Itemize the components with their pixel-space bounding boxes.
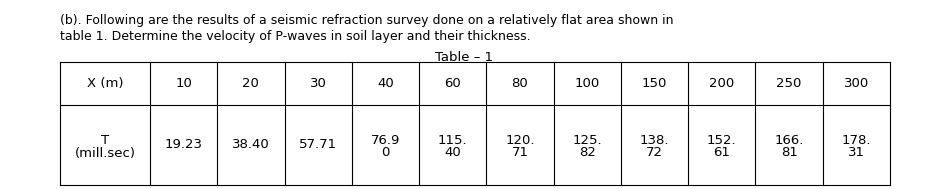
Text: 82: 82 <box>578 146 595 160</box>
Text: 200: 200 <box>708 77 733 90</box>
Text: 150: 150 <box>641 77 667 90</box>
Text: 138.: 138. <box>639 135 668 147</box>
Text: 71: 71 <box>511 146 528 160</box>
Text: 60: 60 <box>444 77 461 90</box>
Text: 76.9: 76.9 <box>371 135 400 147</box>
Text: Table – 1: Table – 1 <box>435 51 492 64</box>
Text: 72: 72 <box>645 146 662 160</box>
Text: 250: 250 <box>776 77 801 90</box>
Text: 19.23: 19.23 <box>164 139 202 152</box>
Text: 115.: 115. <box>438 135 467 147</box>
Text: 10: 10 <box>175 77 192 90</box>
Text: 20: 20 <box>242 77 259 90</box>
Text: 57.71: 57.71 <box>298 139 337 152</box>
Text: (b). Following are the results of a seismic refraction survey done on a relative: (b). Following are the results of a seis… <box>60 14 673 27</box>
Text: X (m): X (m) <box>86 77 123 90</box>
Text: (mill.sec): (mill.sec) <box>74 146 135 160</box>
Text: 38.40: 38.40 <box>232 139 270 152</box>
Text: 166.: 166. <box>773 135 803 147</box>
Text: 80: 80 <box>511 77 527 90</box>
Text: 120.: 120. <box>504 135 534 147</box>
Text: table 1. Determine the velocity of P-waves in soil layer and their thickness.: table 1. Determine the velocity of P-wav… <box>60 30 530 43</box>
Text: 178.: 178. <box>841 135 870 147</box>
Text: 125.: 125. <box>572 135 602 147</box>
Text: 0: 0 <box>381 146 389 160</box>
Text: 61: 61 <box>713 146 730 160</box>
Text: 100: 100 <box>574 77 599 90</box>
Text: 40: 40 <box>444 146 461 160</box>
Text: 300: 300 <box>843 77 868 90</box>
Text: 81: 81 <box>780 146 796 160</box>
Text: 152.: 152. <box>706 135 736 147</box>
Text: T: T <box>101 135 109 147</box>
Text: 31: 31 <box>847 146 864 160</box>
Text: 30: 30 <box>310 77 326 90</box>
Text: 40: 40 <box>376 77 393 90</box>
